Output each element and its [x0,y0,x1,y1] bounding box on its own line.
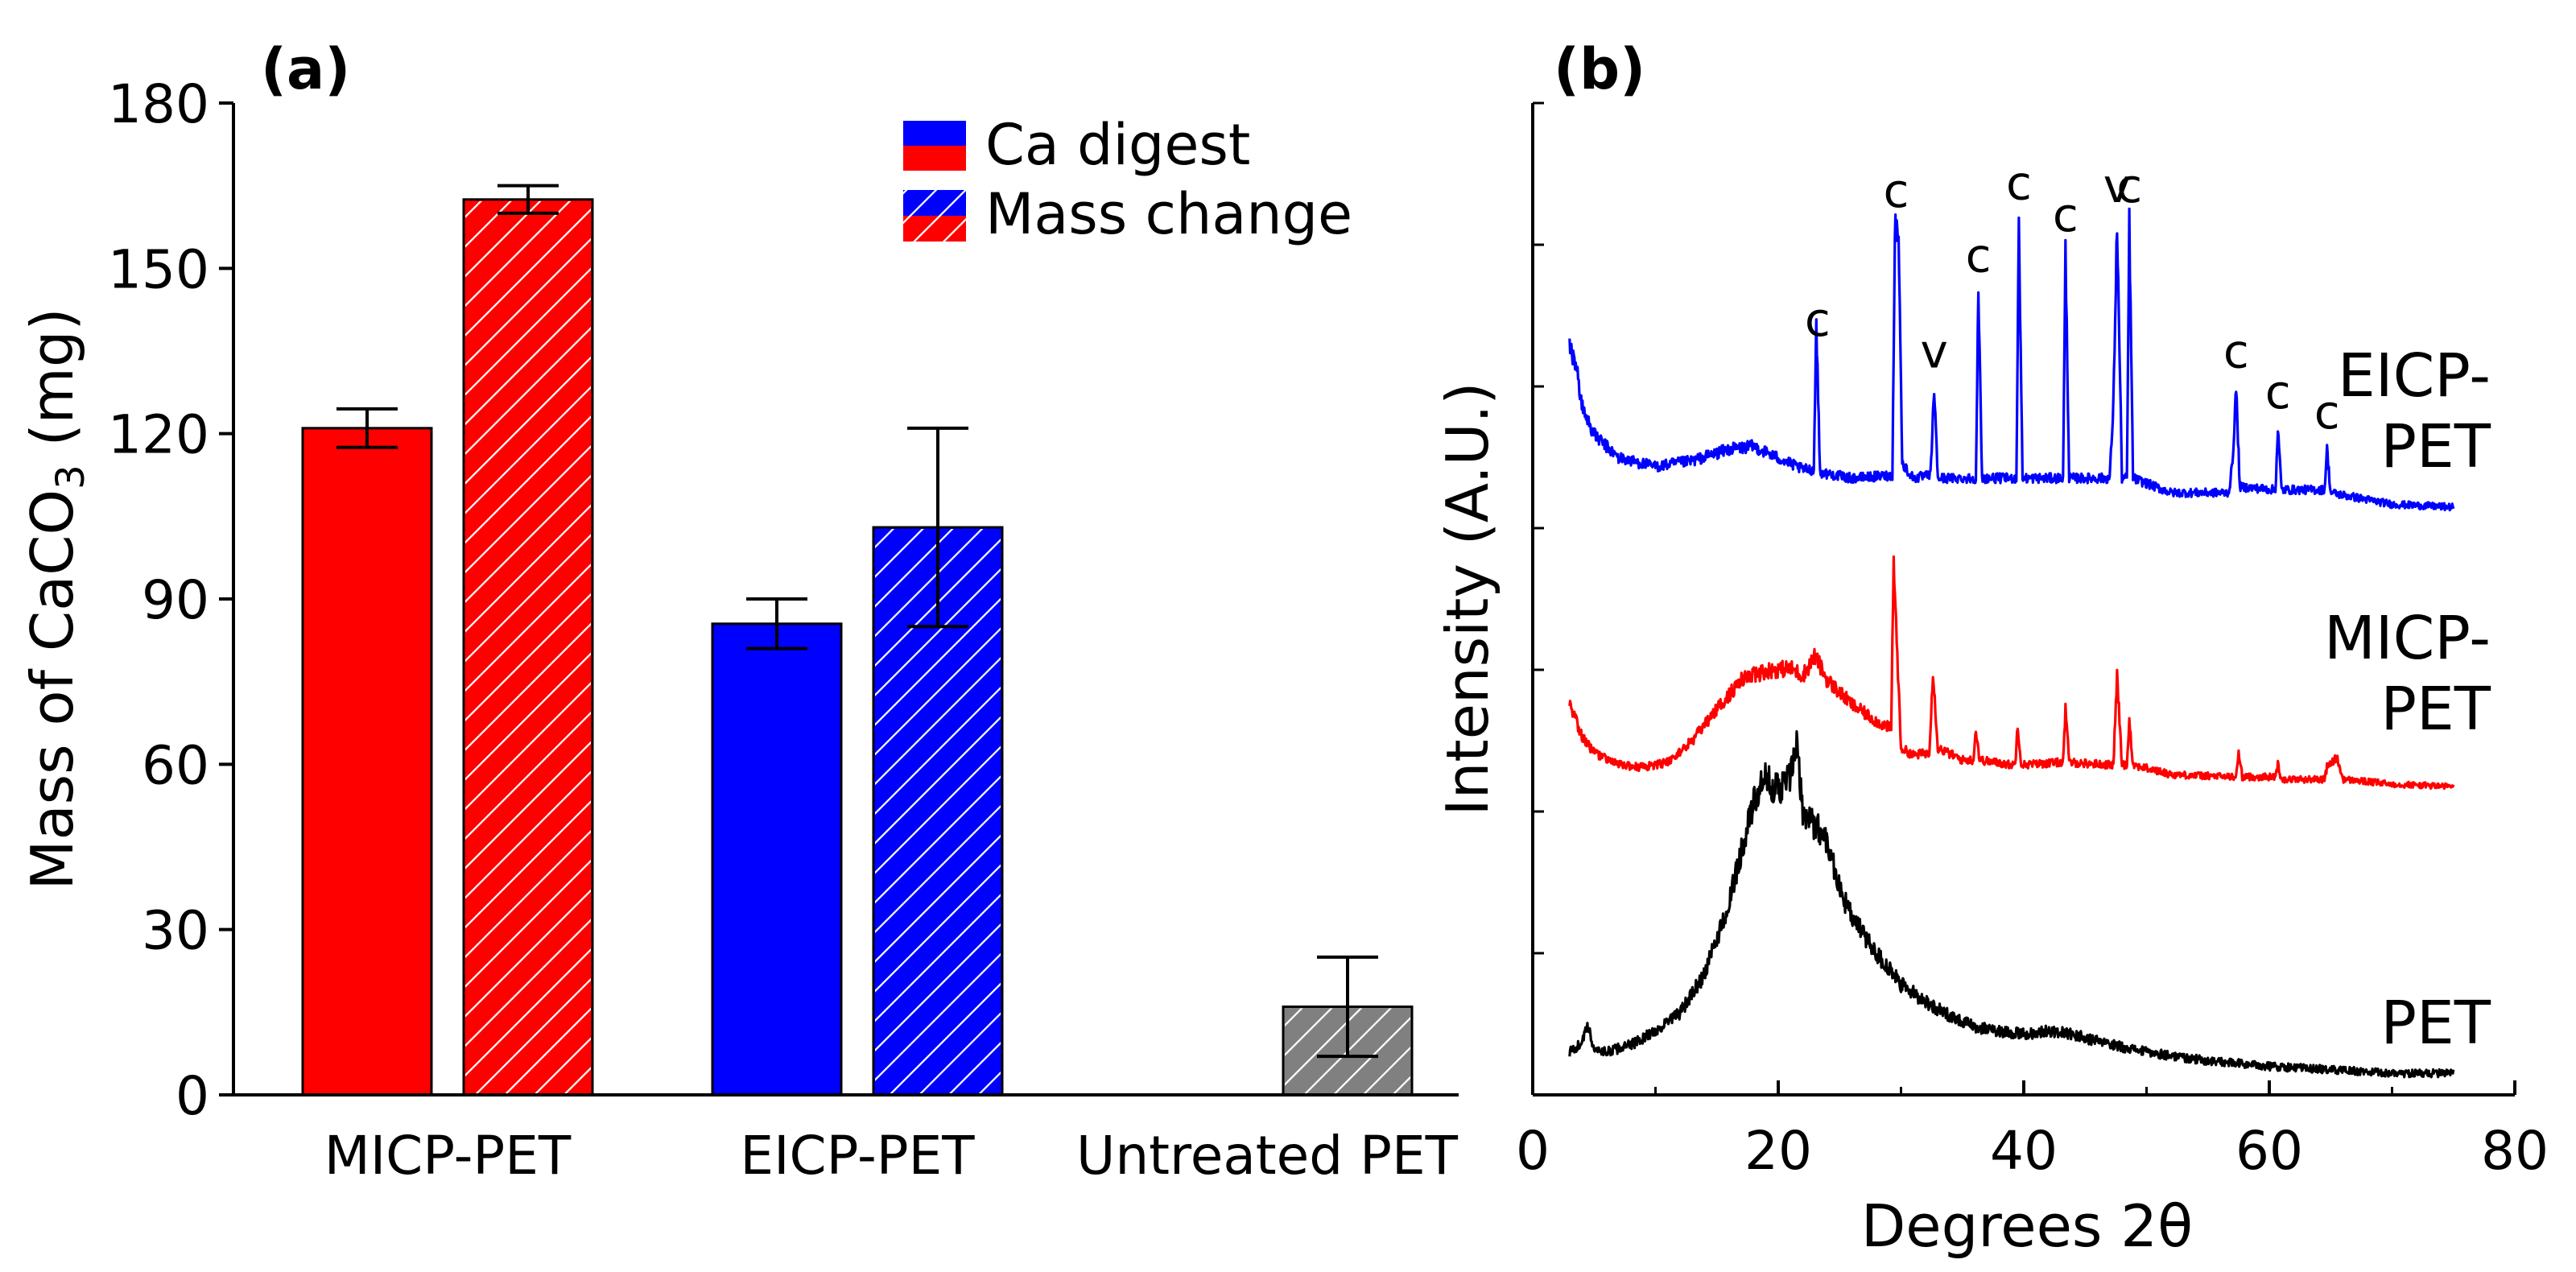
panel-a: (a) 0 30 60 90 120 150 180 MICP-PET EICP-PET Unt… [19,36,1459,1187]
trace-eicp-pet [1568,207,2455,512]
bar-eicp-pet-mass-change-errorbar [907,426,968,629]
trace-label-micp-pet: MICP- [2324,604,2491,673]
peak-annotation-c: c [2053,188,2079,242]
legend-swatch-ca-digest [903,121,966,171]
peak-annotation-c: c [1966,229,1992,283]
peak-annotation-c: c [2314,385,2340,440]
bar-micp-pet-mass-change-errorbar [497,184,559,215]
bar-micp-pet-ca-digest-errorbar [336,407,398,449]
peak-annotation-c: c [2265,365,2291,419]
bar-micp-pet-mass-change-hatch [465,200,591,1093]
peak-annotation-c: c [1805,292,1831,347]
bar-untreated-pet-mass-change-errorbar [1317,955,1378,1059]
trace-micp-pet [1568,555,2455,791]
peak-annotation-c: c [2223,324,2249,378]
legend-swatch-mass-change-hatch [903,190,966,242]
legend-label-mass-change: Mass change [985,181,1352,247]
panel-b-xtick-label: 80 [2481,1120,2549,1182]
panel-a-category-label: Untreated PET [1076,1125,1459,1187]
peak-annotation-v: v [1921,324,1948,378]
legend-item-ca-digest: Ca digest [903,112,1250,178]
trace-label-pet: PET [2380,989,2491,1058]
bar-eicp-pet-ca-digest [711,622,843,1096]
panel-a-yaxis: 0 30 60 90 120 150 180 [108,73,233,1127]
panel-a-ytick-label: 180 [108,73,209,135]
panel-a-ytick-label: 150 [108,238,209,300]
legend-item-mass-change: Mass change [903,181,1352,247]
trace-label-micp-pet: PET [2380,675,2491,744]
panel-b-xtick-label: 20 [1744,1120,1812,1182]
panel-a-legend: Ca digest Mass change [903,112,1352,247]
peak-annotation-c: c [2006,156,2032,211]
panel-a-ytick-label: 90 [142,569,209,631]
panel-a-ytick-label: 120 [108,404,209,466]
trace-label-eicp-pet: PET [2380,412,2491,481]
legend-label-ca-digest: Ca digest [985,112,1250,178]
bar-micp-pet-ca-digest [301,427,433,1096]
panel-a-ylabel: Mass of CaCO3 (mg) [19,308,93,890]
panel-a-category-label: EICP-PET [740,1125,975,1187]
peak-annotation-c: c [2116,159,2142,213]
bar-eicp-pet-ca-digest-errorbar [746,597,807,650]
panel-a-bars [301,184,1414,1096]
panel-b-xtick-label: 60 [2235,1120,2303,1182]
panel-a-ytick-label: 30 [142,900,209,962]
panel-a-ytick-label: 0 [175,1065,209,1127]
panel-a-ytick-label: 60 [142,734,209,796]
panel-b-xtick-label: 0 [1516,1120,1550,1182]
peak-annotation-v: v [2103,159,2131,213]
trace-label-eicp-pet: EICP- [2338,341,2491,411]
panel-a-xlabels: MICP-PET EICP-PET Untreated PET [324,1125,1459,1187]
panel-b-traces [1568,207,2455,1079]
panel-a-label: (a) [261,36,350,102]
panel-a-category-label: MICP-PET [324,1125,572,1187]
trace-pet [1568,730,2455,1079]
panel-b-axes: 0 20 40 60 80 [1516,101,2549,1182]
panel-b-ylabel: Intensity (A.U.) [1434,382,1501,816]
panel-b-xlabel: Degrees 2θ [1861,1192,2193,1260]
panel-b-label: (b) [1554,36,1645,102]
peak-annotation-c: c [1883,163,1909,218]
panel-b-xtick-label: 40 [1990,1120,2058,1182]
